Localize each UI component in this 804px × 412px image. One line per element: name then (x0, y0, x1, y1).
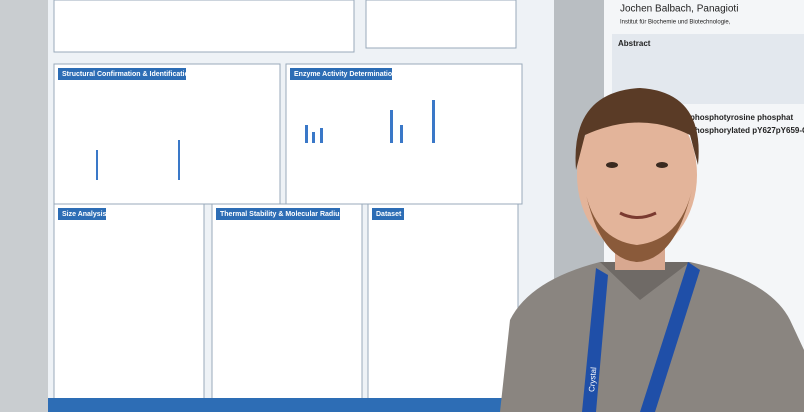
section-header-bg (290, 68, 392, 80)
panel (365, 0, 517, 49)
panel (53, 63, 281, 205)
panel (367, 203, 519, 401)
abstract-heading: Abstract (618, 39, 651, 48)
section-header-bg (216, 208, 340, 220)
lanyard (582, 268, 608, 412)
heading: phosphorylated pY627pY659-GA (690, 126, 804, 135)
sweater (500, 262, 804, 412)
beard (585, 190, 692, 262)
panel (53, 203, 205, 401)
poster-figures (96, 100, 435, 180)
heading: phosphotyrosine phosphat (690, 113, 793, 122)
section-header: Dataset (376, 211, 402, 218)
panel (211, 203, 363, 401)
mouth (619, 211, 657, 219)
lanyard-text: Crystal (587, 367, 598, 393)
eye (656, 162, 668, 168)
affiliation: Institut für Biochemie und Biotechnologi… (620, 20, 731, 26)
section-header: Structural Confirmation & Identification (62, 71, 193, 78)
collar (600, 262, 690, 300)
panel (285, 63, 523, 205)
section-header-bg (58, 208, 106, 220)
section-header: Size Analysis (62, 211, 107, 218)
section-header-bg (372, 208, 404, 220)
face (577, 97, 697, 253)
eye (606, 162, 618, 168)
hair (575, 88, 699, 170)
lanyard (640, 262, 700, 412)
section-header-bg (58, 68, 186, 80)
panel (53, 0, 355, 53)
authors: Jochen Balbach, Panagioti (620, 4, 738, 15)
section-header: Thermal Stability & Molecular Radius (220, 211, 343, 218)
poster-footer (48, 398, 554, 412)
section-header: Enzyme Activity Determination (294, 71, 396, 78)
